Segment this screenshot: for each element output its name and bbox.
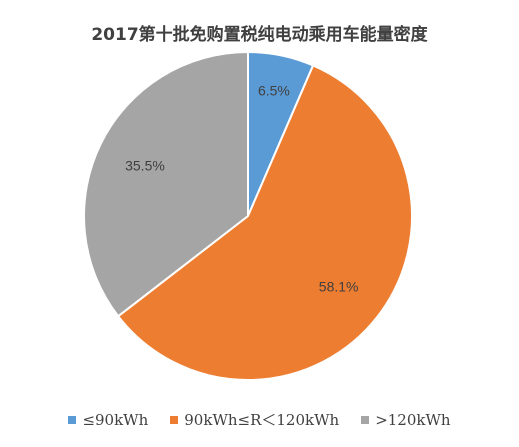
legend-item-gt120: >120kWh [361, 409, 451, 430]
legend-label-le90: ≤90kWh [82, 410, 149, 429]
legend-item-le90: ≤90kWh [68, 409, 148, 430]
legend-swatch-le90 [68, 415, 77, 424]
chart-title: 2017第十批免购置税纯电动乘用车能量密度 [91, 25, 428, 45]
legend-label-90-120: 90kWh≤R＜120kWh [184, 411, 340, 429]
data-label-90-120: 58.1% [319, 278, 359, 294]
legend: ≤90kWh 90kWh≤R＜120kWh >120kWh [0, 409, 519, 430]
legend-swatch-gt120 [361, 415, 370, 424]
slice-90-120 [116, 64, 413, 381]
legend-label-gt120: >120kWh [375, 410, 451, 429]
slice-gt120 [83, 50, 249, 318]
legend-item-90-120: 90kWh≤R＜120kWh [170, 409, 339, 430]
legend-swatch-90-120 [170, 415, 179, 424]
data-label-le90: 6.5% [258, 83, 290, 99]
data-label-gt120: 35.5% [125, 157, 165, 173]
